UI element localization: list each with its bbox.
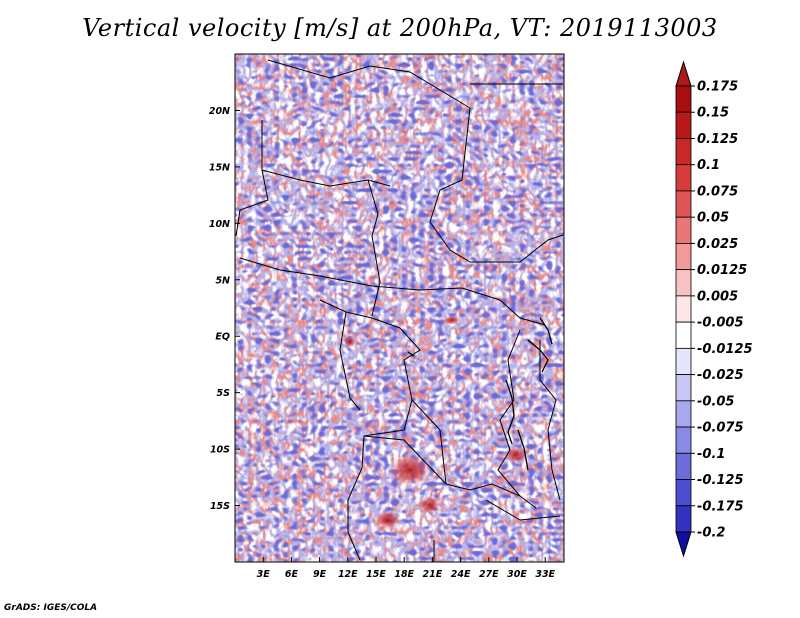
colorbar-segment [675, 190, 692, 218]
colorbar-label: -0.1 [697, 447, 725, 462]
colorbar-segment [675, 374, 692, 402]
strong-updraft-core [374, 510, 402, 530]
colorbar-segment [675, 216, 692, 244]
x-tick-label: 15E [366, 569, 386, 580]
colorbar-segment [675, 111, 692, 139]
colorbar-label: 0.075 [697, 184, 738, 199]
y-tick-label: 10N [209, 219, 230, 230]
lakes [407, 317, 553, 471]
plot-frame [234, 53, 565, 563]
y-tick-label: 10S [210, 445, 230, 456]
colorbar-segment [675, 164, 692, 192]
x-tick-label: 33E [535, 569, 555, 580]
x-tick-label: 27E [479, 569, 499, 580]
colorbar-over-arrow [675, 60, 692, 87]
colorbar-label: 0.025 [697, 237, 738, 252]
x-tick-label: 9E [313, 569, 327, 580]
strong-updraft-core [343, 336, 357, 348]
x-tick-label: 21E [423, 569, 443, 580]
y-tick-label: 15N [209, 162, 230, 173]
colorbar-segment [675, 269, 692, 297]
colorbar-segment [675, 426, 692, 454]
y-tick-label: 15S [210, 501, 230, 512]
colorbar-label: 0.005 [697, 289, 738, 304]
colorbar-segment [675, 347, 692, 375]
colorbar-label: 0.05 [697, 211, 729, 226]
strong-updraft-core [418, 496, 442, 514]
colorbar-label: -0.075 [697, 421, 744, 436]
x-tick-label: 30E [507, 569, 527, 580]
colorbar-label: -0.005 [697, 316, 744, 331]
colorbar-label: -0.125 [697, 473, 744, 488]
colorbar-segment [675, 505, 692, 533]
x-tick-label: 18E [394, 569, 414, 580]
x-tick-label: 24E [451, 569, 471, 580]
chart-title: Vertical velocity [m/s] at 200hPa, VT: 2… [82, 14, 718, 42]
x-tick-label: 3E [257, 569, 271, 580]
strong-updraft-core [444, 315, 460, 325]
y-tick-label: 5S [217, 388, 231, 399]
x-tick-label: 12E [338, 569, 358, 580]
colorbar-label: 0.15 [697, 106, 729, 121]
colorbar: 0.175 0.15 0.125 0.1 0.075 0.05 0.025 0.0125 0.0… [675, 60, 753, 558]
colorbar-label: 0.1 [697, 158, 720, 173]
strong-updraft-core [388, 454, 432, 486]
velocity-field [235, 54, 564, 562]
colorbar-label: 0.175 [697, 80, 738, 95]
y-tick-label: 5N [215, 275, 230, 286]
colorbar-segment [675, 243, 692, 271]
colorbar-label: -0.0125 [697, 342, 753, 357]
colorbar-under-arrow [675, 531, 692, 558]
colorbar-segment [675, 400, 692, 428]
colorbar-label: -0.175 [697, 499, 744, 514]
y-tick-label: EQ [215, 332, 230, 343]
colorbar-label: 0.0125 [697, 263, 747, 278]
colorbar-segment [675, 138, 692, 166]
colorbar-label: -0.025 [697, 368, 744, 383]
colorbar-segment [675, 479, 692, 507]
colorbar-label: -0.2 [697, 526, 725, 541]
colorbar-label: 0.125 [697, 132, 738, 147]
country-borders [235, 59, 564, 562]
colorbar-segment [675, 452, 692, 480]
footer-credit: GrADS: IGES/COLA [4, 603, 98, 613]
colorbar-label: -0.05 [697, 394, 734, 409]
colorbar-segment [675, 321, 692, 349]
axis-ticks: 3E 6E 9E 12E 15E 18E 21E 24E 27E 30E 33E 20N 15N 10N 5… [209, 106, 556, 580]
x-tick-label: 6E [285, 569, 299, 580]
colorbar-segment [675, 85, 692, 113]
colorbar-segment [675, 295, 692, 323]
y-tick-label: 20N [209, 106, 230, 117]
